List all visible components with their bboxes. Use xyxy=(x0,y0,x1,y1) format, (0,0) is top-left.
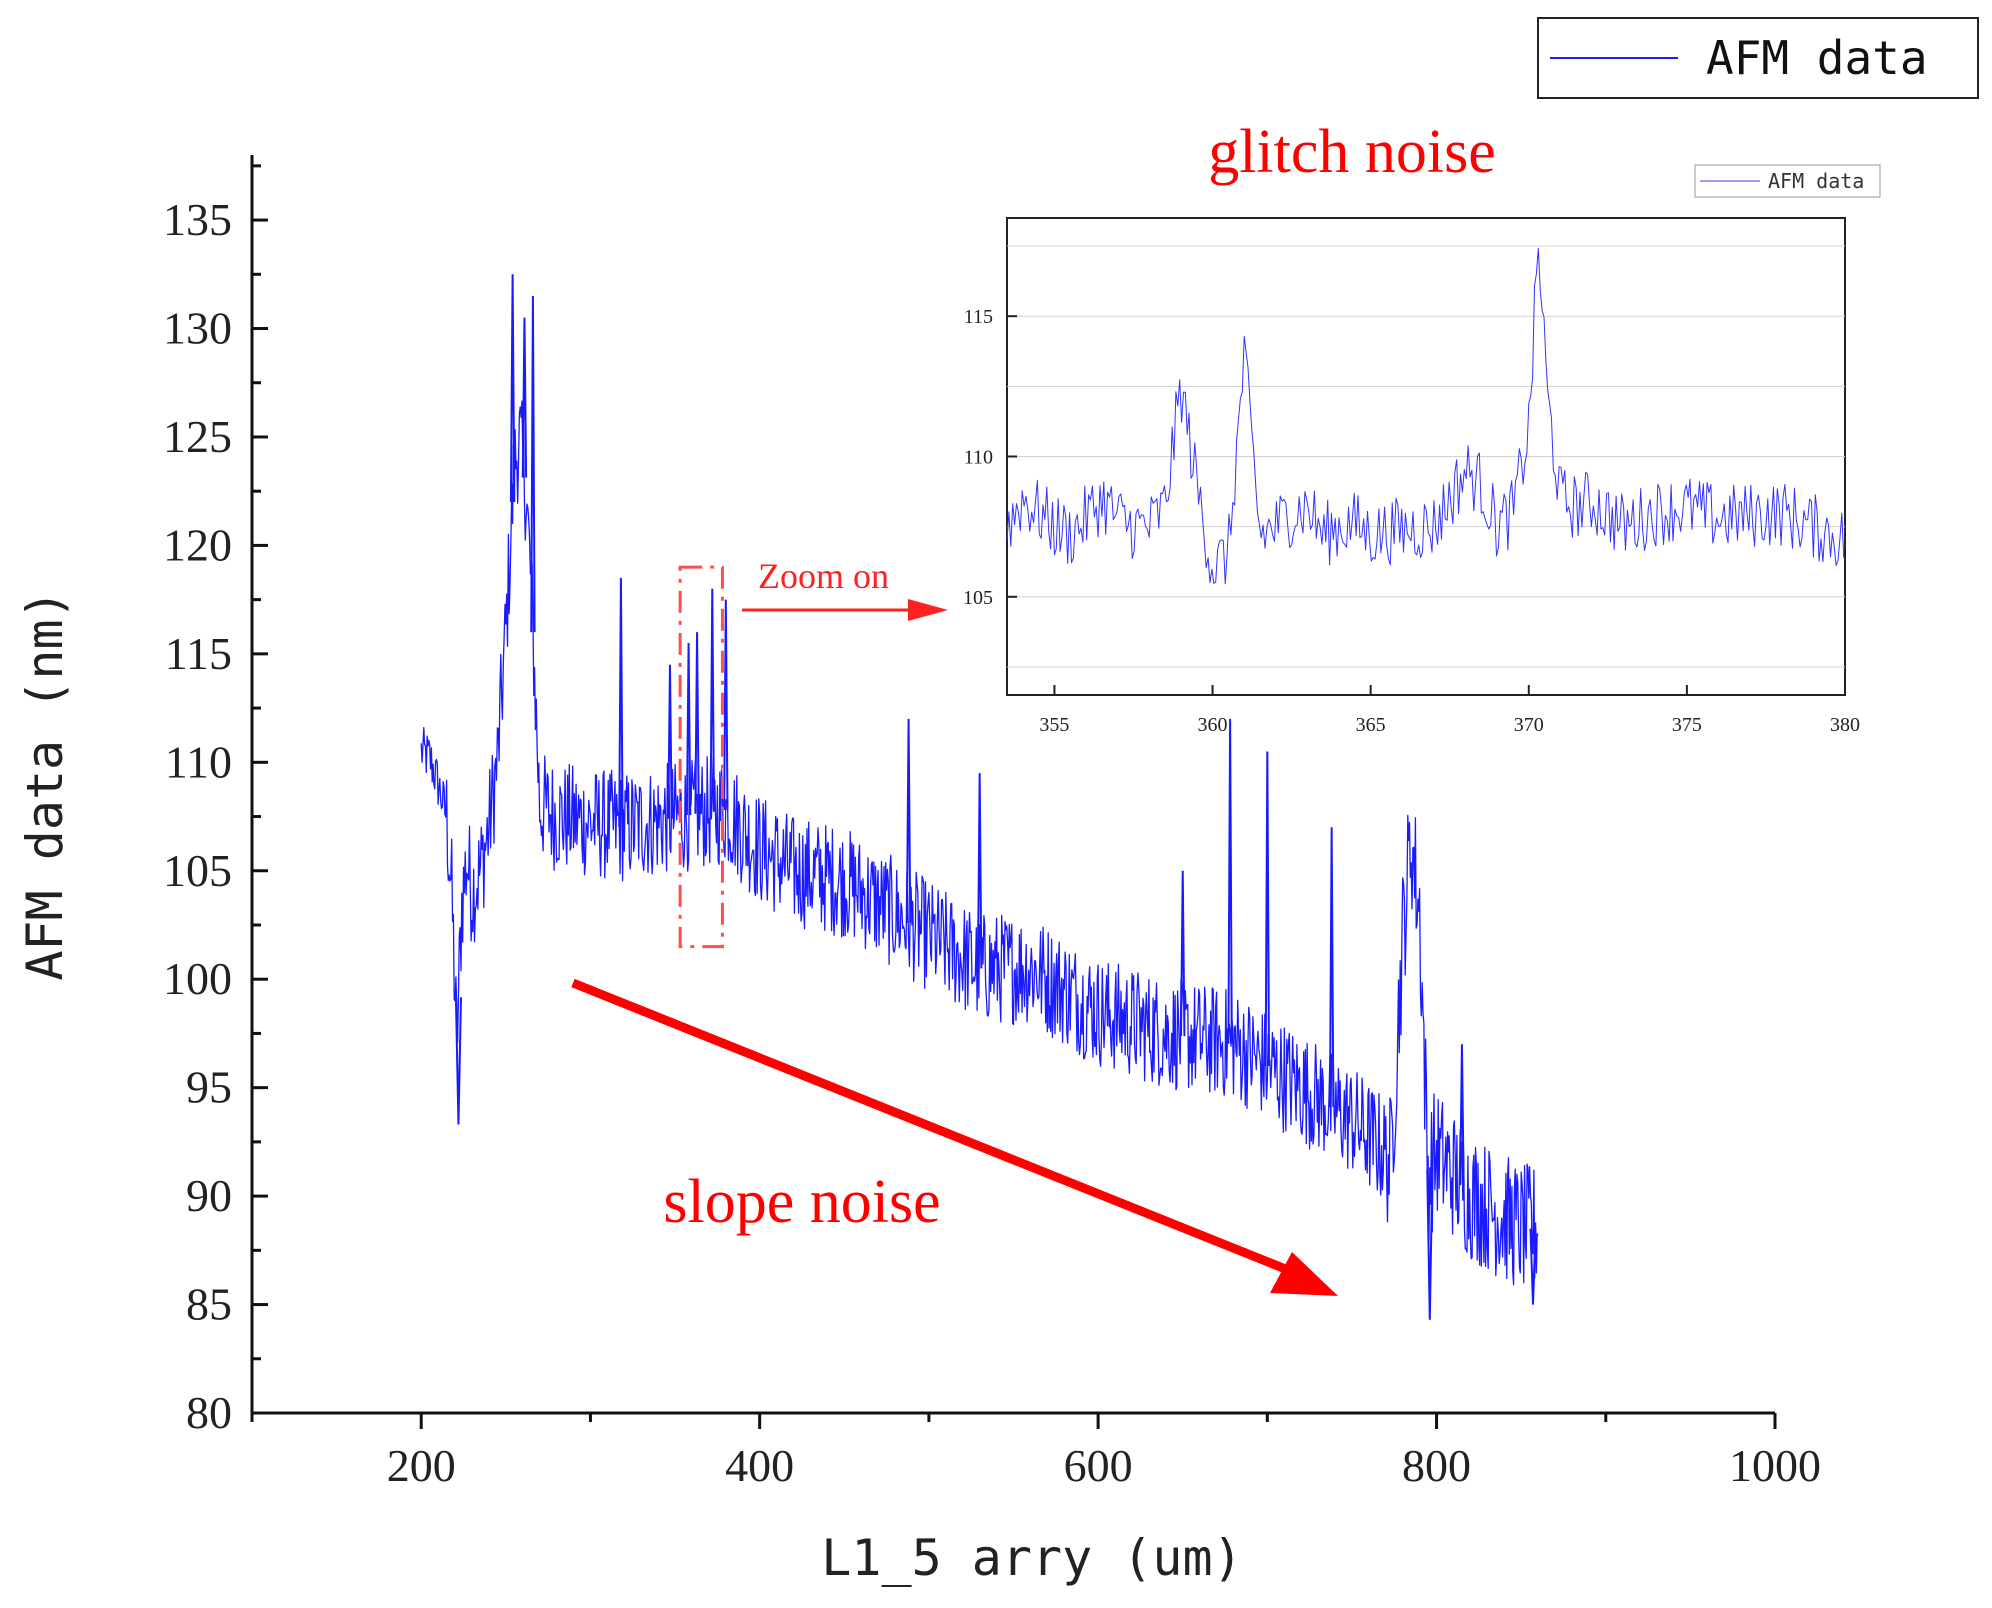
main-x-tick-label: 200 xyxy=(387,1440,456,1491)
main-y-tick-label: 135 xyxy=(163,194,232,245)
main-x-tick-label: 1000 xyxy=(1729,1440,1821,1491)
inset-series-line xyxy=(1006,247,1845,585)
main-legend-label: AFM data xyxy=(1706,31,1928,85)
main-spike xyxy=(1227,718,1233,1044)
main-spike xyxy=(723,599,729,811)
main-spike xyxy=(685,643,692,816)
main-y-tick-label: 95 xyxy=(186,1062,232,1113)
inset-axes: 105 110 115 355 360 365 370 375 380 xyxy=(963,217,1860,736)
main-x-tick-label: 800 xyxy=(1402,1440,1471,1491)
inset-x-tick-label: 355 xyxy=(1039,714,1069,736)
glitch-noise-label: glitch noise xyxy=(1208,118,1496,186)
main-spike xyxy=(1459,1044,1465,1186)
main-y-tick-label: 110 xyxy=(165,736,232,787)
main-y-tick-label: 125 xyxy=(163,411,232,462)
main-spike xyxy=(1264,751,1271,1066)
main-series-afm-data xyxy=(420,274,1539,1320)
main-spike xyxy=(1180,870,1186,1037)
main-x-axis-title: L1_5 arry (um) xyxy=(821,1529,1242,1587)
inset-x-tick-label: 360 xyxy=(1198,714,1228,736)
inset-x-tick-label: 370 xyxy=(1514,714,1544,736)
main-spike xyxy=(521,317,528,478)
main-spike xyxy=(509,274,516,503)
main-series-line xyxy=(420,400,1539,1286)
zoom-on-label: Zoom on xyxy=(758,556,889,596)
inset-y-tick-label: 115 xyxy=(964,306,993,328)
inset-y-tick-label: 110 xyxy=(964,447,993,469)
main-y-axis-title: AFM data (nm) xyxy=(16,589,74,980)
main-dip xyxy=(1426,1170,1434,1320)
slope-arrow-shaft xyxy=(571,978,1290,1275)
zoom-region-box xyxy=(678,565,724,949)
main-y-tick-label: 90 xyxy=(186,1170,232,1221)
main-y-tick-label: 130 xyxy=(163,303,232,354)
main-y-tick-label: 105 xyxy=(163,845,232,896)
inset-y-tick-label: 105 xyxy=(963,587,993,609)
inset-legend-label: AFM data xyxy=(1768,169,1864,193)
inset-x-tick-label: 380 xyxy=(1830,714,1860,736)
main-spike xyxy=(1328,827,1335,1108)
main-y-tick-label: 100 xyxy=(163,953,232,1004)
main-axes: 80 85 90 95 100 105 110 115 120 125 130 135 200 400 60… xyxy=(163,155,1821,1491)
main-spike xyxy=(694,632,700,814)
main-spike xyxy=(976,773,983,969)
slope-noise-label: slope noise xyxy=(663,1168,940,1236)
main-y-tick-label: 80 xyxy=(186,1387,232,1438)
inset-x-tick-label: 375 xyxy=(1672,714,1702,736)
main-y-tick-label: 115 xyxy=(165,628,232,679)
slope-arrow-head xyxy=(1270,1252,1338,1296)
main-spike xyxy=(709,588,715,812)
inset-series-afm-data xyxy=(1006,247,1845,585)
main-spike xyxy=(905,718,912,923)
zoom-arrow-head xyxy=(908,599,948,621)
main-x-tick-label: 400 xyxy=(725,1440,794,1491)
main-spike xyxy=(618,577,624,827)
main-y-tick-label: 85 xyxy=(186,1279,232,1330)
main-spike xyxy=(667,664,673,819)
main-y-tick-label: 120 xyxy=(163,519,232,570)
inset-legend: AFM data xyxy=(1694,164,1881,198)
main-dip xyxy=(1529,1228,1537,1305)
main-x-tick-label: 600 xyxy=(1064,1440,1133,1491)
main-spike xyxy=(530,295,536,633)
main-dip xyxy=(454,997,462,1125)
main-legend: AFM data xyxy=(1537,17,1979,99)
inset-x-tick-label: 365 xyxy=(1356,714,1386,736)
